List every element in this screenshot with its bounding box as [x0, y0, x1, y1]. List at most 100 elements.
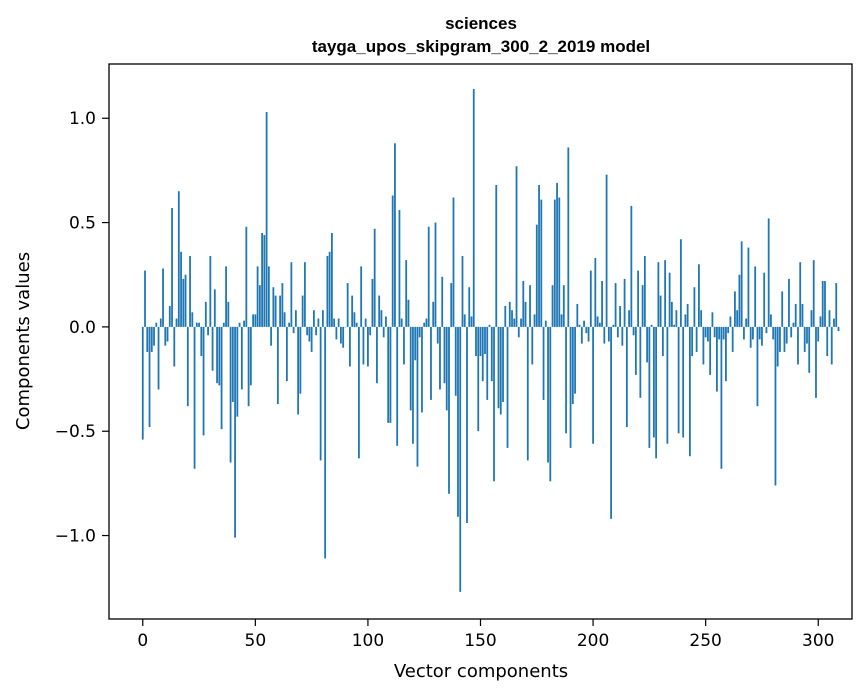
- bar-component-122: [416, 326, 419, 467]
- bar-component-190: [569, 326, 572, 448]
- bar-component-97: [360, 266, 363, 327]
- bar-component-170: [524, 301, 527, 327]
- bar-component-245: [693, 287, 696, 327]
- bar-component-194: [578, 324, 581, 327]
- bar-component-260: [727, 326, 730, 334]
- bar-component-213: [621, 326, 624, 346]
- bar-component-262: [731, 326, 734, 352]
- bar-component-182: [551, 285, 554, 327]
- bar-component-115: [400, 318, 403, 327]
- bar-component-238: [677, 326, 680, 434]
- bar-component-188: [565, 326, 567, 434]
- bar-component-133: [441, 276, 444, 327]
- bar-component-54: [263, 235, 266, 327]
- bar-component-61: [279, 295, 282, 327]
- bar-component-70: [299, 326, 302, 394]
- bar-component-30: [209, 255, 212, 327]
- bar-component-295: [806, 326, 808, 344]
- bar-component-269: [747, 247, 750, 327]
- bar-component-57: [270, 326, 273, 346]
- bar-component-242: [686, 303, 689, 327]
- bar-component-67: [292, 326, 295, 334]
- bar-component-52: [258, 285, 261, 327]
- bar-component-298: [812, 260, 815, 327]
- bar-component-151: [481, 326, 484, 382]
- bar-component-229: [657, 262, 660, 327]
- bar-component-114: [398, 210, 401, 327]
- bar-component-173: [531, 326, 534, 365]
- bar-component-26: [200, 326, 203, 357]
- bar-component-234: [668, 272, 671, 327]
- bar-component-25: [198, 322, 200, 327]
- bar-component-155: [490, 326, 493, 382]
- bar-component-83: [328, 251, 331, 327]
- bar-component-303: [824, 280, 826, 327]
- bar-component-44: [240, 326, 243, 390]
- bar-component-220: [637, 270, 640, 327]
- bar-component-68: [294, 310, 297, 327]
- bar-component-149: [477, 326, 480, 432]
- bar-component-79: [319, 326, 322, 461]
- bar-component-92: [349, 326, 351, 367]
- bar-component-121: [414, 326, 417, 361]
- bar-component-293: [801, 303, 804, 327]
- bar-component-56: [267, 266, 270, 327]
- bar-component-244: [691, 326, 694, 357]
- bar-component-246: [695, 326, 698, 352]
- bar-component-241: [684, 314, 687, 327]
- bar-component-29: [207, 326, 209, 336]
- bar-component-168: [520, 318, 522, 327]
- bar-component-76: [312, 310, 315, 327]
- bar-component-142: [461, 255, 464, 327]
- bar-component-41: [234, 326, 236, 538]
- bar-component-58: [272, 287, 275, 327]
- bar-component-48: [249, 326, 252, 386]
- bar-component-204: [601, 280, 603, 327]
- bar-component-110: [389, 326, 392, 423]
- bar-component-43: [238, 322, 241, 327]
- bar-component-69: [297, 326, 300, 415]
- bar-component-289: [792, 322, 795, 327]
- bar-component-0: [141, 326, 144, 440]
- bar-component-307: [833, 318, 835, 327]
- bar-component-139: [454, 326, 457, 396]
- bar-component-192: [574, 326, 576, 394]
- bar-component-130: [434, 222, 437, 327]
- bar-component-81: [324, 326, 327, 559]
- bar-component-189: [567, 147, 570, 327]
- bar-component-279: [770, 314, 772, 327]
- bar-component-153: [486, 326, 489, 400]
- bar-component-306: [830, 326, 833, 365]
- bar-component-270: [749, 326, 752, 348]
- bar-component-203: [598, 322, 601, 327]
- bar-component-100: [367, 326, 369, 367]
- bar-component-200: [592, 326, 594, 444]
- bar-component-250: [704, 326, 707, 338]
- bar-component-253: [711, 312, 714, 327]
- bar-component-37: [225, 266, 227, 327]
- bar-component-50: [254, 314, 257, 327]
- bar-component-107: [382, 326, 385, 338]
- chart-subtitle: tayga_upos_skipgram_300_2_2019 model: [312, 37, 650, 56]
- bar-component-254: [713, 326, 716, 338]
- bar-component-84: [331, 233, 333, 327]
- bar-component-59: [274, 295, 277, 327]
- bar-component-163: [508, 301, 511, 327]
- bar-component-95: [355, 322, 358, 327]
- bar-component-243: [688, 326, 691, 457]
- bar-component-74: [308, 326, 311, 342]
- bar-component-18: [182, 278, 185, 327]
- bar-component-277: [765, 326, 768, 334]
- bar-component-46: [245, 226, 248, 327]
- bar-component-209: [612, 324, 615, 327]
- bar-component-207: [607, 326, 610, 342]
- bar-component-268: [745, 318, 748, 327]
- bar-component-299: [815, 326, 817, 398]
- bar-component-284: [781, 291, 784, 327]
- bar-component-85: [333, 318, 336, 327]
- bar-component-264: [736, 310, 739, 327]
- bar-component-275: [761, 326, 763, 346]
- bar-component-134: [443, 326, 446, 384]
- bar-component-19: [184, 274, 187, 327]
